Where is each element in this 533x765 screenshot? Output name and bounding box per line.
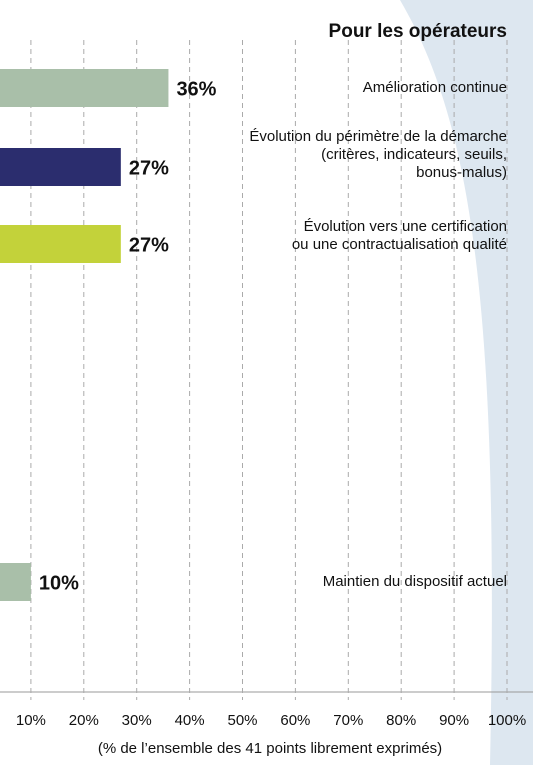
- x-tick-label: 100%: [488, 712, 526, 729]
- bar: [0, 69, 169, 107]
- value-label: 27%: [129, 234, 169, 256]
- x-tick-label: 40%: [175, 712, 205, 729]
- x-tick-label: 10%: [16, 712, 46, 729]
- x-axis-title: (% de l’ensemble des 41 points librement…: [98, 740, 442, 757]
- x-tick-label: 50%: [227, 712, 257, 729]
- x-tick-label: 70%: [333, 712, 363, 729]
- x-tick-label: 80%: [386, 712, 416, 729]
- x-tick-label: 60%: [280, 712, 310, 729]
- bar: [0, 225, 121, 263]
- background-shape: [400, 0, 533, 765]
- category-label: Amélioration continue: [362, 79, 507, 96]
- bar: [0, 563, 31, 601]
- category-label: Évolution vers une certification ou une …: [291, 218, 507, 253]
- x-tick-label: 30%: [122, 712, 152, 729]
- category-label: Maintien du dispositif actuel: [322, 573, 507, 590]
- bar: [0, 148, 121, 186]
- x-tick-label: 90%: [439, 712, 469, 729]
- chart-title: Pour les opérateurs: [329, 21, 507, 42]
- value-label: 36%: [176, 78, 216, 100]
- x-tick-label: 20%: [69, 712, 99, 729]
- category-label: Évolution du périmètre de la démarche (c…: [249, 128, 507, 181]
- value-label: 10%: [39, 572, 79, 594]
- value-label: 27%: [129, 157, 169, 179]
